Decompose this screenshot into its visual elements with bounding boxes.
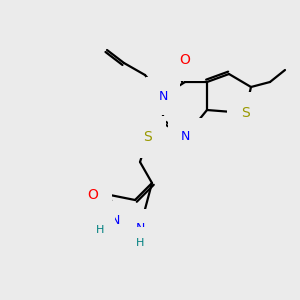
Text: S: S bbox=[241, 106, 249, 120]
Text: N: N bbox=[110, 214, 120, 226]
Text: O: O bbox=[180, 53, 190, 67]
Text: S: S bbox=[144, 130, 152, 144]
Text: N: N bbox=[135, 221, 145, 235]
Text: H: H bbox=[96, 225, 104, 235]
Text: N: N bbox=[180, 130, 190, 143]
Text: N: N bbox=[158, 89, 168, 103]
Text: H: H bbox=[136, 238, 144, 248]
Text: O: O bbox=[88, 188, 98, 202]
